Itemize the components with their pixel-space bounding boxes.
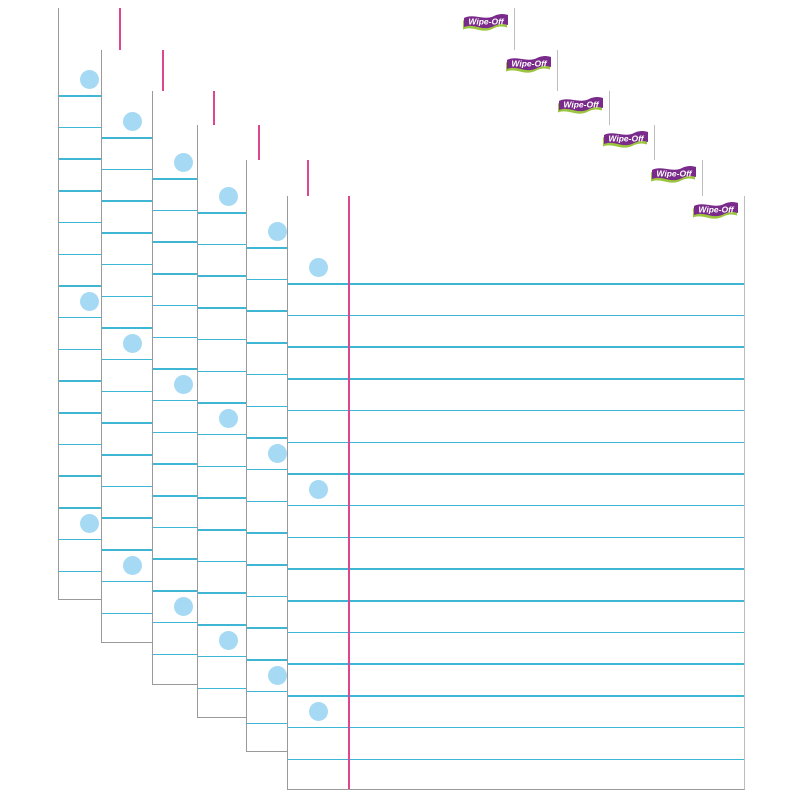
margin-line (348, 196, 350, 789)
logo-text: Wipe-Off (563, 100, 599, 110)
wipe-off-logo-icon: Wipe-Off (558, 97, 603, 114)
ruled-line (288, 314, 744, 317)
brand-logo: Wipe-Off (650, 165, 698, 183)
ruled-line (288, 504, 744, 507)
punch-hole-icon (173, 374, 193, 394)
ruled-line (288, 758, 744, 760)
wipe-off-logo-icon: Wipe-Off (506, 56, 551, 73)
wipe-off-logo-icon: Wipe-Off (693, 202, 738, 219)
punch-hole-icon (79, 291, 99, 311)
ruled-line (288, 283, 744, 285)
punch-hole-icon (267, 221, 287, 241)
brand-logo: Wipe-Off (602, 130, 650, 148)
brand-logo: Wipe-Off (462, 13, 510, 31)
brand-logo: Wipe-Off (557, 96, 605, 114)
ruled-line (288, 568, 744, 570)
punch-hole-icon (173, 596, 193, 616)
logo-text: Wipe-Off (608, 134, 644, 144)
punch-hole-icon (79, 69, 99, 89)
logo-text: Wipe-Off (698, 205, 734, 215)
punch-hole-icon (218, 630, 238, 650)
ruled-line (288, 409, 744, 412)
ruled-line (288, 441, 744, 443)
ruled-line (288, 695, 744, 697)
punch-hole-icon (173, 152, 193, 172)
punch-hole-icon (218, 408, 238, 428)
punch-hole-icon (122, 111, 142, 131)
wipe-off-logo-icon: Wipe-Off (651, 166, 696, 183)
wipe-off-logo-icon: Wipe-Off (463, 14, 508, 31)
logo-text: Wipe-Off (511, 59, 547, 69)
ruled-line (288, 536, 744, 539)
logo-text: Wipe-Off (656, 169, 692, 179)
ruled-line (288, 726, 744, 729)
brand-logo: Wipe-Off (505, 55, 553, 73)
wipe-off-logo-icon: Wipe-Off (603, 131, 648, 148)
punch-hole-icon (267, 443, 287, 463)
punch-hole-icon (308, 701, 328, 721)
punch-hole-icon (308, 479, 328, 499)
punch-hole-icon (218, 186, 238, 206)
brand-logo: Wipe-Off (692, 201, 740, 219)
punch-hole-icon (267, 665, 287, 685)
punch-hole-icon (122, 555, 142, 575)
ruled-line (288, 473, 744, 475)
ruled-line (288, 378, 744, 380)
ruled-line (288, 600, 744, 602)
ruled-line (288, 631, 744, 634)
punch-hole-icon (79, 513, 99, 533)
punch-hole-icon (308, 257, 328, 277)
punch-hole-icon (122, 333, 142, 353)
ruled-line (288, 663, 744, 665)
chart-sheet-6: Wipe-Off (287, 196, 745, 790)
ruled-line (288, 346, 744, 348)
logo-text: Wipe-Off (468, 17, 504, 27)
